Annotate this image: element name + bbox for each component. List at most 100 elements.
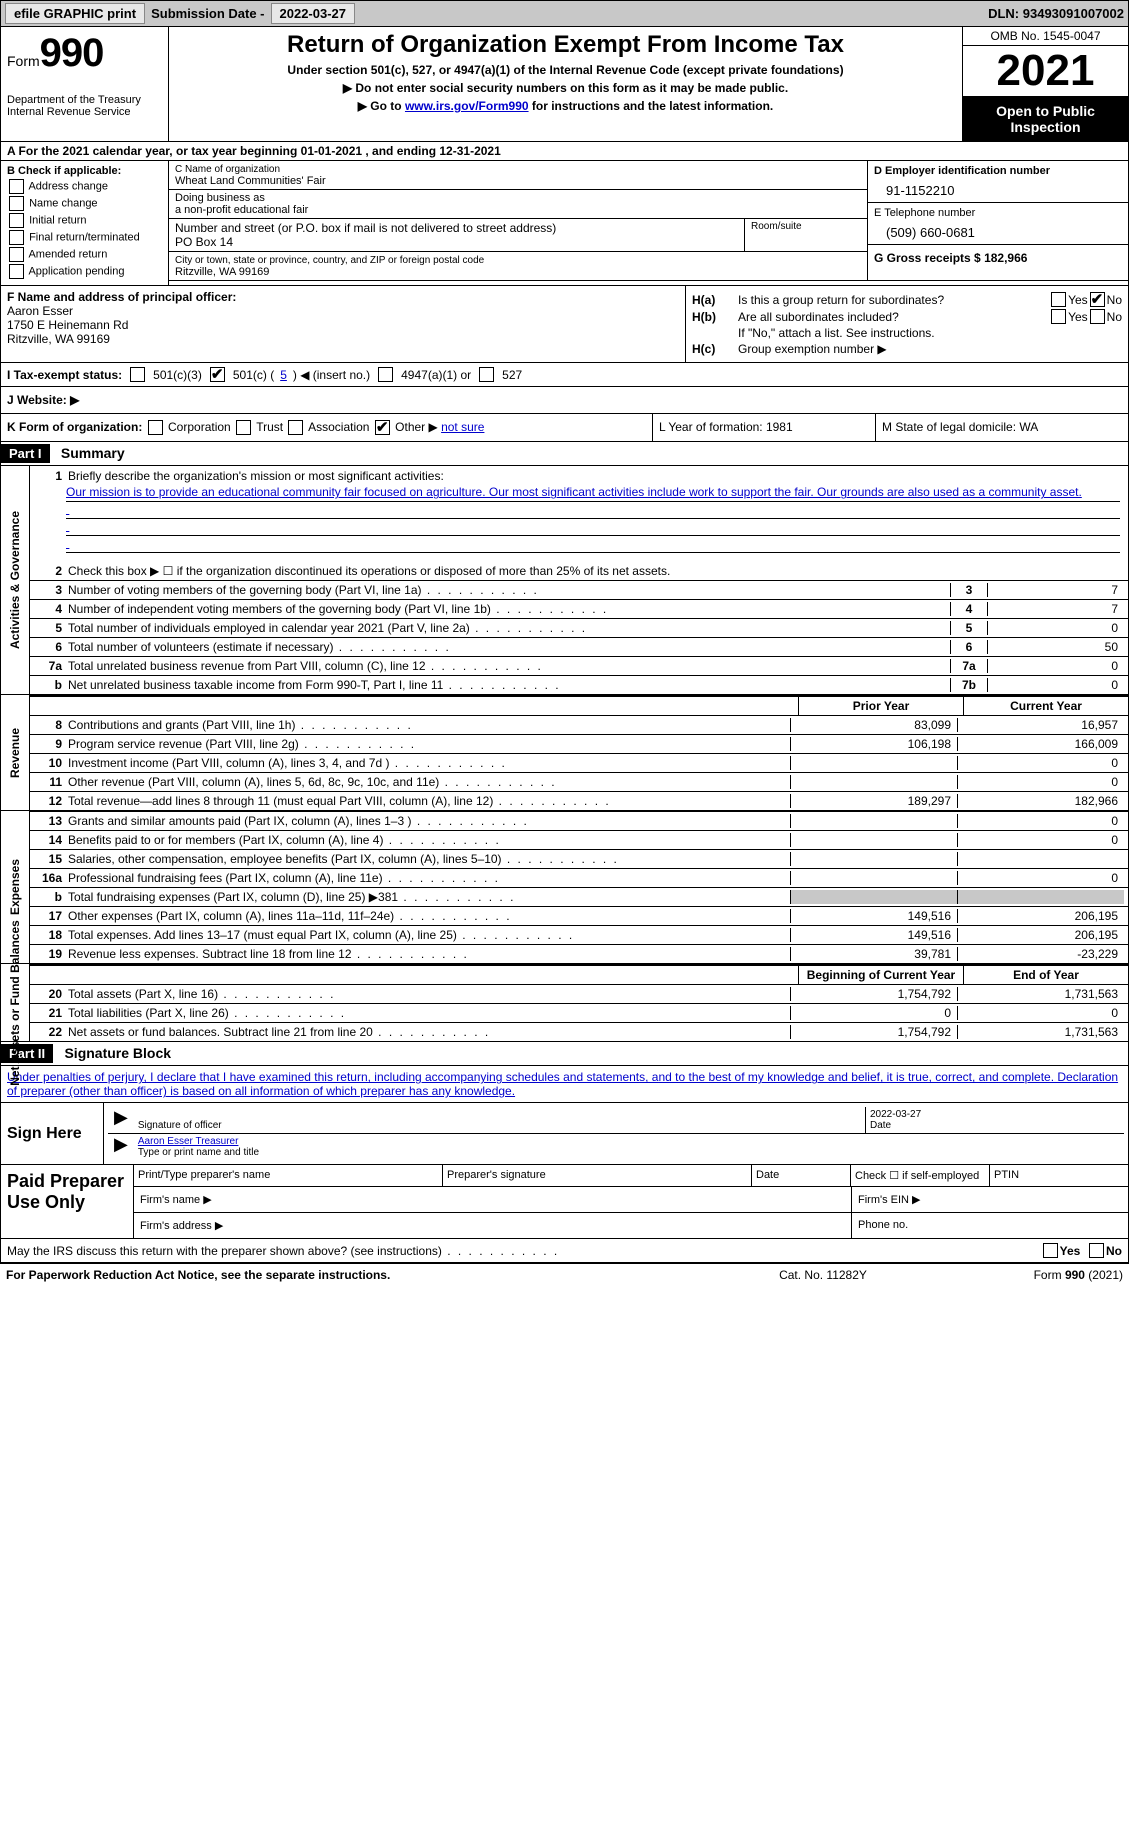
preparer-date-label: Date <box>752 1165 851 1186</box>
vlabel-activities: Activities & Governance <box>1 466 30 694</box>
column-b-applicable: B Check if applicable: Address change Na… <box>1 161 169 285</box>
city-label: City or town, state or province, country… <box>175 255 484 266</box>
hb-yes-checkbox[interactable] <box>1051 309 1066 324</box>
irs-label: Internal Revenue Service <box>7 106 162 118</box>
form-number: 990 <box>40 31 104 75</box>
tax-year: 2021 <box>963 46 1128 97</box>
corp-checkbox[interactable] <box>148 420 163 435</box>
dba-label: Doing business as <box>175 192 265 204</box>
perjury-declaration: Under penalties of perjury, I declare th… <box>1 1066 1128 1102</box>
current-year-header: Current Year <box>963 697 1128 715</box>
preparer-sig-label: Preparer's signature <box>443 1165 752 1186</box>
ha-no-checkbox[interactable] <box>1090 292 1105 307</box>
trust-checkbox[interactable] <box>236 420 251 435</box>
page-footer: For Paperwork Reduction Act Notice, see … <box>0 1263 1129 1286</box>
paid-preparer-label: Paid Preparer Use Only <box>1 1165 134 1238</box>
may-discuss-row: May the IRS discuss this return with the… <box>0 1239 1129 1263</box>
group-return: H(a) Is this a group return for subordin… <box>686 286 1128 362</box>
revenue-line-9: 9Program service revenue (Part VIII, lin… <box>30 734 1128 753</box>
submission-date: 2022-03-27 <box>271 3 356 24</box>
netassets-line-21: 21Total liabilities (Part X, line 26)00 <box>30 1003 1128 1022</box>
form-subtitle-1: Under section 501(c), 527, or 4947(a)(1)… <box>175 63 956 77</box>
ein-value: 91-1152210 <box>874 177 1122 198</box>
501c3-checkbox[interactable] <box>130 367 145 382</box>
part1-header: Part I <box>1 444 50 463</box>
efile-print-button[interactable]: efile GRAPHIC print <box>5 3 145 24</box>
revenue-line-8: 8Contributions and grants (Part VIII, li… <box>30 715 1128 734</box>
part1-title: Summary <box>53 445 125 461</box>
summary-line-6: 6Total number of volunteers (estimate if… <box>30 637 1128 656</box>
website-row: J Website: ▶ <box>0 387 1129 414</box>
signature-arrow-icon: ▶ <box>108 1107 134 1133</box>
form-word: Form <box>7 53 40 69</box>
dept-treasury: Department of the Treasury <box>7 94 162 106</box>
netassets-line-20: 20Total assets (Part X, line 16)1,754,79… <box>30 984 1128 1003</box>
may-yes-checkbox[interactable] <box>1043 1243 1058 1258</box>
expense-line-17: 17Other expenses (Part IX, column (A), l… <box>30 906 1128 925</box>
netassets-line-22: 22Net assets or fund balances. Subtract … <box>30 1022 1128 1041</box>
beg-year-header: Beginning of Current Year <box>798 966 963 984</box>
end-year-header: End of Year <box>963 966 1128 984</box>
org-name-label: C Name of organization <box>175 164 280 175</box>
addr-change-checkbox[interactable] <box>9 179 24 194</box>
vlabel-revenue: Revenue <box>1 695 30 810</box>
dba-value: a non-profit educational fair <box>175 204 308 216</box>
expense-line-16a: 16aProfessional fundraising fees (Part I… <box>30 868 1128 887</box>
dln: DLN: 93493091007002 <box>988 6 1124 21</box>
expense-line-15: 15Salaries, other compensation, employee… <box>30 849 1128 868</box>
firm-phone-label: Phone no. <box>851 1213 1128 1238</box>
self-employed-check: Check ☐ if self-employed <box>851 1165 990 1186</box>
line1-text: Briefly describe the organization's miss… <box>68 469 1124 483</box>
summary-line-7a: 7aTotal unrelated business revenue from … <box>30 656 1128 675</box>
row-a-tax-year: A For the 2021 calendar year, or tax yea… <box>0 142 1129 161</box>
name-change-checkbox[interactable] <box>9 196 24 211</box>
expense-line-19: 19Revenue less expenses. Subtract line 1… <box>30 944 1128 963</box>
phone-value: (509) 660-0681 <box>874 219 1122 240</box>
sign-here-label: Sign Here <box>1 1103 104 1164</box>
principal-officer: F Name and address of principal officer:… <box>1 286 686 362</box>
revenue-line-10: 10Investment income (Part VIII, column (… <box>30 753 1128 772</box>
street-label: Number and street (or P.O. box if mail i… <box>175 221 556 235</box>
501c-checkbox[interactable] <box>210 367 225 382</box>
year-formation: L Year of formation: 1981 <box>653 414 876 441</box>
officer-name-title: Aaron Esser Treasurer <box>138 1136 239 1147</box>
phone-label: E Telephone number <box>874 207 1122 219</box>
summary-line-5: 5Total number of individuals employed in… <box>30 618 1128 637</box>
ptin-label: PTIN <box>990 1165 1128 1186</box>
4947-checkbox[interactable] <box>378 367 393 382</box>
expense-line-b: bTotal fundraising expenses (Part IX, co… <box>30 887 1128 906</box>
527-checkbox[interactable] <box>479 367 494 382</box>
initial-return-checkbox[interactable] <box>9 213 24 228</box>
revenue-line-11: 11Other revenue (Part VIII, column (A), … <box>30 772 1128 791</box>
expense-line-13: 13Grants and similar amounts paid (Part … <box>30 811 1128 830</box>
firm-name-label: Firm's name ▶ <box>134 1187 851 1212</box>
may-no-checkbox[interactable] <box>1089 1243 1104 1258</box>
name-arrow-icon: ▶ <box>108 1134 134 1160</box>
form-of-org: K Form of organization: Corporation Trus… <box>1 414 653 441</box>
sig-officer-label: Signature of officer <box>138 1120 222 1131</box>
submission-label: Submission Date - <box>151 6 264 21</box>
org-name: Wheat Land Communities' Fair <box>175 175 326 187</box>
revenue-line-12: 12Total revenue—add lines 8 through 11 (… <box>30 791 1128 810</box>
other-checkbox[interactable] <box>375 420 390 435</box>
form-subtitle-3: ▶ Go to www.irs.gov/Form990 for instruct… <box>175 99 956 113</box>
final-return-checkbox[interactable] <box>9 230 24 245</box>
sig-date-value: 2022-03-27 <box>870 1109 921 1120</box>
app-pending-checkbox[interactable] <box>9 264 24 279</box>
form-subtitle-2: ▶ Do not enter social security numbers o… <box>175 81 956 95</box>
street-value: PO Box 14 <box>175 235 233 249</box>
hb-no-checkbox[interactable] <box>1090 309 1105 324</box>
amended-checkbox[interactable] <box>9 247 24 262</box>
city-value: Ritzville, WA 99169 <box>175 266 269 278</box>
omb-number: OMB No. 1545-0047 <box>963 27 1128 46</box>
mission-text: Our mission is to provide an educational… <box>66 485 1120 502</box>
expense-line-14: 14Benefits paid to or for members (Part … <box>30 830 1128 849</box>
gross-receipts: G Gross receipts $ 182,966 <box>868 245 1128 271</box>
irs-link[interactable]: www.irs.gov/Form990 <box>405 99 529 113</box>
ha-yes-checkbox[interactable] <box>1051 292 1066 307</box>
vlabel-netassets: Net Assets or Fund Balances <box>1 964 30 1041</box>
part2-title: Signature Block <box>56 1045 171 1061</box>
summary-line-3: 3Number of voting members of the governi… <box>30 580 1128 599</box>
ein-label: D Employer identification number <box>874 165 1122 177</box>
assoc-checkbox[interactable] <box>288 420 303 435</box>
